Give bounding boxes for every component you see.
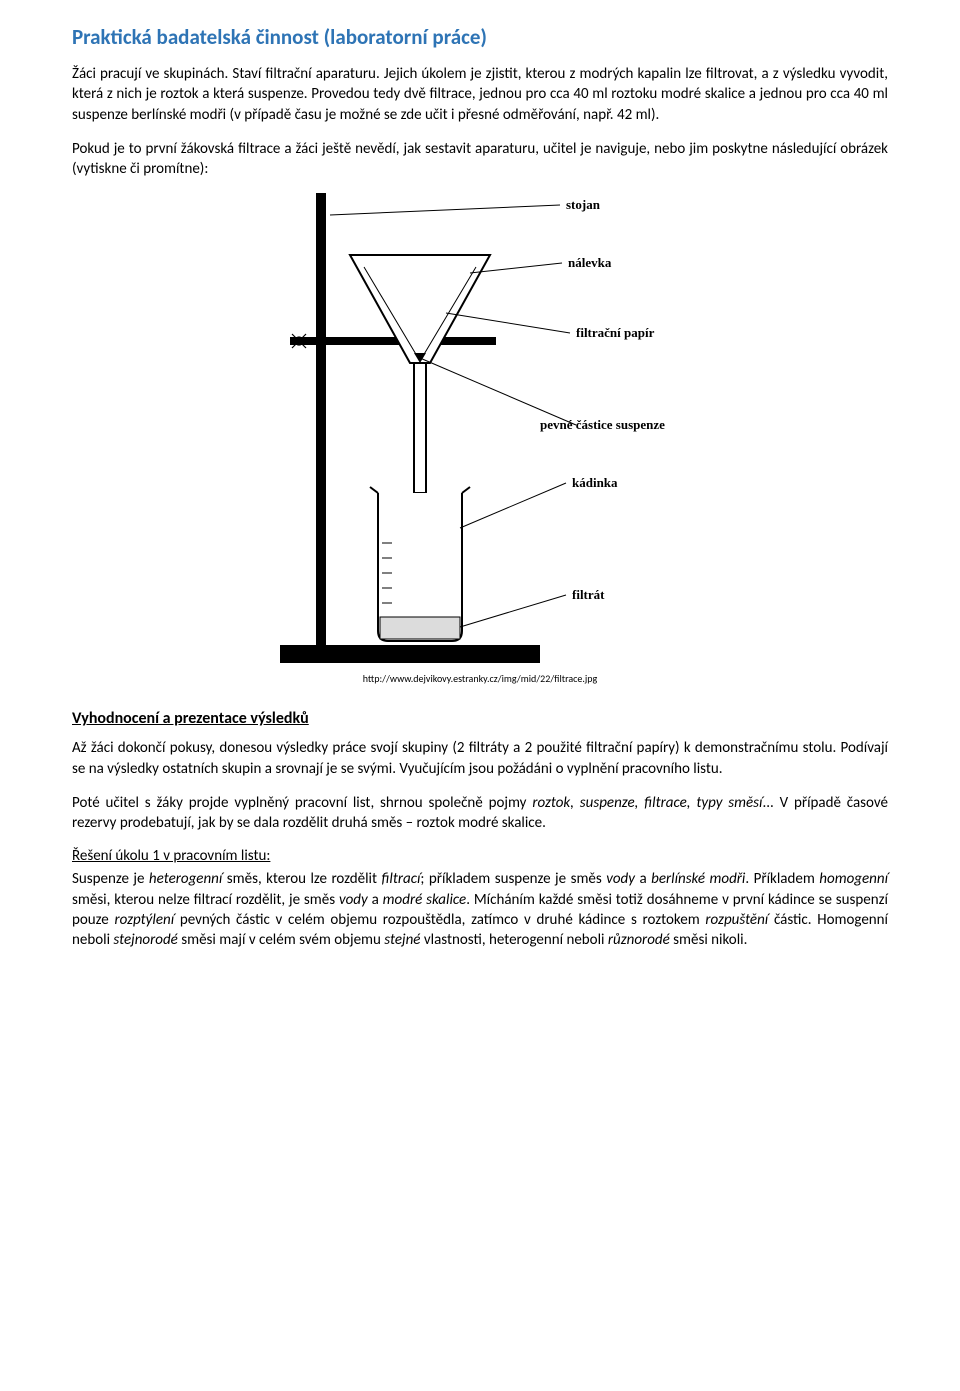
t: směsi, kterou nelze filtrací rozdělit, j… bbox=[72, 891, 339, 909]
subheading-task1: Řešení úkolu 1 v pracovním listu: bbox=[72, 847, 888, 865]
t-it: stejnorodé bbox=[113, 931, 177, 949]
t-it: homogenní bbox=[819, 870, 888, 888]
t-it: vody bbox=[339, 891, 368, 909]
t-it: heterogenní bbox=[149, 870, 222, 888]
label-filtrat: filtrát bbox=[572, 587, 604, 603]
text-seg: Poté učitel s žáky projde vyplněný praco… bbox=[72, 794, 532, 812]
paragraph-results-1: Až žáci dokončí pokusy, donesou výsledky… bbox=[72, 738, 888, 779]
t: . Příkladem bbox=[745, 870, 819, 888]
t-it: rozpuštění bbox=[705, 911, 768, 929]
t-it: různorodé bbox=[608, 931, 670, 949]
t: směsi nikoli. bbox=[670, 931, 748, 949]
t-it: filtrací bbox=[381, 870, 420, 888]
t-it: rozptýlení bbox=[114, 911, 174, 929]
label-stojan: stojan bbox=[566, 197, 600, 213]
t-it: stejné bbox=[384, 931, 420, 949]
label-pevne-castice: pevné částice suspenze bbox=[540, 417, 665, 433]
figure-caption: http://www.dejvikovy.estranky.cz/img/mid… bbox=[72, 672, 888, 685]
filtration-apparatus-diagram: stojan nálevka filtrační papír pevné čás… bbox=[270, 193, 690, 663]
heading-practical-activity: Praktická badatelská činnost (laboratorn… bbox=[72, 24, 888, 50]
paragraph-intro-2: Pokud je to první žákovská filtrace a žá… bbox=[72, 139, 888, 180]
paragraph-results-2: Poté učitel s žáky projde vyplněný praco… bbox=[72, 793, 888, 834]
t: a bbox=[368, 891, 383, 909]
t-it: berlínské modři bbox=[651, 870, 745, 888]
label-kadinka: kádinka bbox=[572, 475, 618, 491]
document-page: Praktická badatelská činnost (laboratorn… bbox=[0, 0, 960, 1391]
t: Suspenze je bbox=[72, 870, 149, 888]
text-italic-terms: roztok, suspenze, filtrace, typy směsí bbox=[532, 794, 762, 812]
t: a bbox=[635, 870, 651, 888]
t: směsi mají v celém svém objemu bbox=[178, 931, 384, 949]
subheading-results: Vyhodnocení a prezentace výsledků bbox=[72, 709, 888, 728]
label-nalevka: nálevka bbox=[568, 255, 611, 271]
t-it: modré skalice bbox=[383, 891, 467, 909]
label-filtracni-papir: filtrační papír bbox=[576, 325, 654, 341]
t-it: vody bbox=[606, 870, 635, 888]
paragraph-intro-1: Žáci pracují ve skupinách. Staví filtrač… bbox=[72, 64, 888, 125]
paragraph-task1-solution: Suspenze je heterogenní směs, kterou lze… bbox=[72, 869, 888, 950]
t: vlastnosti, heterogenní neboli bbox=[420, 931, 607, 949]
t: pevných částic v celém objemu rozpouštěd… bbox=[174, 911, 705, 929]
t: ; příkladem suspenze je směs bbox=[420, 870, 606, 888]
figure-wrap: stojan nálevka filtrační papír pevné čás… bbox=[72, 193, 888, 685]
t: směs, kterou lze rozdělit bbox=[222, 870, 381, 888]
